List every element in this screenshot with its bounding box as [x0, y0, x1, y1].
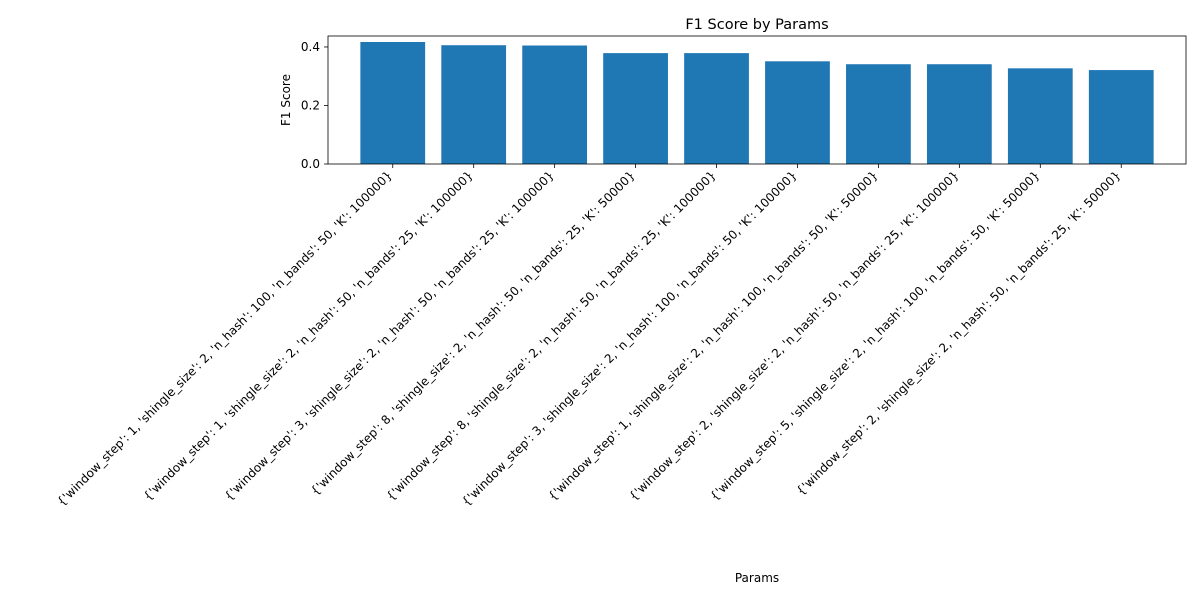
bar-7	[846, 64, 911, 164]
y-tick-label: 0.4	[301, 40, 320, 54]
x-tick-label: {'window_step': 8, 'shingle_size': 2, 'n…	[308, 168, 638, 498]
bars-layer	[360, 41, 1154, 165]
y-tick-label: 0.0	[301, 157, 320, 171]
bar-2	[441, 45, 507, 164]
bar-8	[926, 64, 992, 164]
bar-10	[1088, 70, 1154, 164]
y-axis-ticks: 0.0 0.2 0.4	[301, 40, 328, 171]
plot-frame	[327, 35, 1187, 165]
bar-9	[1007, 68, 1073, 164]
y-axis-label: F1 Score	[279, 74, 293, 126]
bar-1	[360, 41, 426, 165]
bar-6	[765, 61, 830, 164]
y-tick-label: 0.2	[301, 98, 320, 112]
chart-title: F1 Score by Params	[685, 17, 828, 33]
x-axis-ticks: {'window_step': 1, 'shingle_size': 2, 'n…	[54, 164, 1123, 509]
x-axis-label: Params	[735, 571, 779, 585]
bar-3	[522, 45, 588, 164]
bar-4	[603, 53, 668, 164]
x-tick-label: {'window_step': 2, 'shingle_size': 2, 'n…	[794, 168, 1124, 498]
bar-5	[684, 53, 749, 164]
